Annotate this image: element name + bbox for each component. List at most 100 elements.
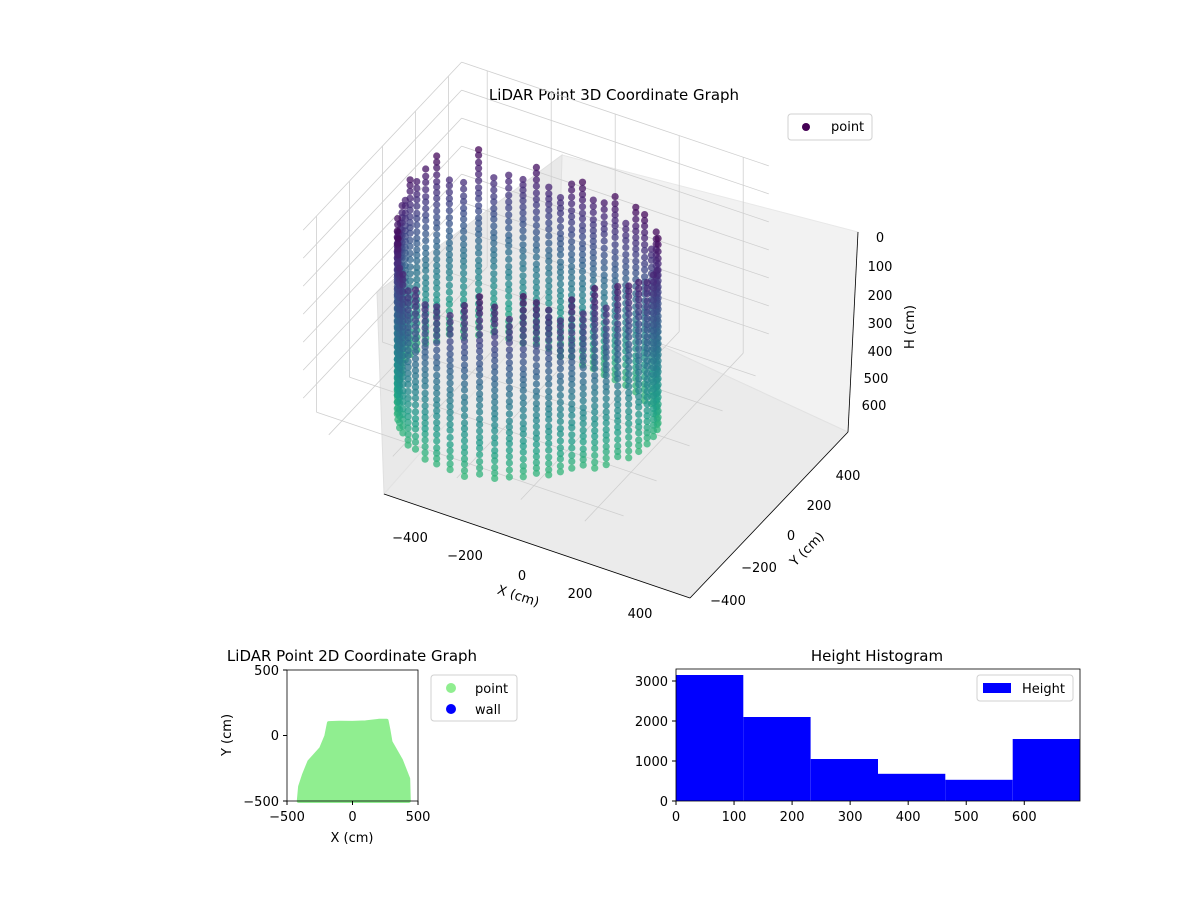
point-marker — [556, 425, 565, 433]
point-marker — [490, 210, 498, 218]
point-marker — [433, 353, 441, 361]
point-marker — [433, 158, 441, 166]
point-marker — [411, 323, 420, 331]
point-marker — [545, 355, 553, 363]
point-marker — [421, 395, 429, 403]
point-marker — [578, 227, 587, 235]
point-marker — [519, 253, 527, 261]
point-marker — [568, 303, 576, 311]
point-marker — [649, 271, 658, 279]
legend-label-point: point — [831, 120, 864, 135]
point-marker — [568, 405, 576, 413]
point-marker — [505, 328, 513, 336]
point-marker — [579, 371, 587, 379]
point-marker — [460, 227, 468, 235]
point-marker — [643, 344, 651, 352]
point-marker — [476, 383, 484, 391]
legend-label-point: point — [475, 682, 508, 697]
point-marker — [411, 394, 420, 402]
point-marker — [649, 284, 658, 292]
point-marker — [445, 281, 453, 289]
point-marker — [422, 230, 430, 238]
point-marker — [476, 458, 484, 466]
point-marker — [625, 340, 633, 348]
point-marker — [421, 430, 429, 438]
point-marker — [614, 338, 622, 346]
point-marker — [578, 256, 587, 264]
point-marker — [421, 359, 429, 367]
point-marker — [643, 362, 651, 370]
point-marker — [556, 365, 565, 373]
point-marker — [602, 371, 610, 379]
point-marker — [635, 296, 643, 304]
x-axis-label-2d: X (cm) — [331, 831, 374, 846]
point-marker — [505, 410, 513, 418]
point-marker — [406, 187, 414, 195]
point-marker — [421, 348, 429, 356]
point-marker — [579, 364, 587, 372]
point-marker — [433, 207, 441, 215]
point-marker — [490, 204, 498, 213]
point-marker — [591, 364, 599, 373]
point-marker — [532, 387, 541, 395]
legend-box — [787, 113, 873, 141]
point-marker — [545, 190, 553, 198]
point-marker — [532, 195, 541, 203]
point-marker — [635, 285, 643, 293]
point-marker — [445, 251, 453, 259]
point-cloud-2d — [296, 718, 411, 803]
point-marker — [545, 318, 553, 326]
grid-line — [302, 61, 462, 231]
point-marker — [519, 455, 527, 463]
point-marker — [519, 437, 527, 445]
point-marker — [632, 269, 640, 277]
point-marker — [602, 383, 610, 391]
point-marker — [399, 276, 407, 284]
point-marker — [579, 438, 587, 446]
point-marker — [519, 313, 527, 321]
point-marker — [476, 433, 484, 441]
x-tick-label: 400 — [628, 607, 653, 622]
point-marker — [433, 339, 441, 347]
point-marker — [600, 251, 608, 259]
x-tick-label: 600 — [1012, 810, 1037, 825]
point-marker — [600, 264, 608, 272]
point-marker — [476, 451, 484, 459]
point-marker — [421, 413, 429, 421]
z-tick-label: 100 — [868, 260, 893, 275]
point-marker — [519, 467, 527, 475]
point-marker — [545, 282, 553, 290]
point-marker — [632, 234, 640, 242]
point-marker — [545, 400, 553, 408]
point-marker — [433, 249, 441, 257]
point-marker — [545, 252, 553, 260]
point-marker — [411, 316, 420, 324]
legend-swatch-height — [983, 683, 1011, 693]
point-marker — [460, 283, 468, 291]
x-tick-label: −200 — [447, 549, 483, 564]
point-marker — [491, 339, 499, 347]
point-marker — [532, 399, 541, 408]
point-marker — [545, 183, 553, 191]
point-marker — [545, 232, 553, 240]
lidar-2d-scatter-plot: LiDAR Point 2D Coordinate Graph −500 0 5… — [220, 647, 518, 846]
point-marker — [404, 299, 412, 307]
point-marker — [589, 216, 597, 224]
point-marker — [545, 276, 553, 284]
point-marker — [421, 425, 429, 433]
point-marker — [433, 303, 441, 311]
point-marker — [411, 310, 420, 318]
point-marker — [579, 426, 587, 434]
point-marker — [519, 320, 527, 328]
point-marker — [421, 312, 429, 320]
x-ticks-3d: −400 −200 0 200 400 — [392, 531, 652, 622]
point-marker — [475, 237, 483, 245]
point-marker — [505, 459, 513, 467]
point-marker — [635, 403, 643, 411]
point-marker — [625, 316, 633, 325]
point-marker — [475, 158, 483, 166]
point-marker — [413, 209, 421, 217]
point-marker — [505, 217, 513, 226]
point-marker — [413, 221, 421, 229]
point-marker — [446, 344, 454, 352]
